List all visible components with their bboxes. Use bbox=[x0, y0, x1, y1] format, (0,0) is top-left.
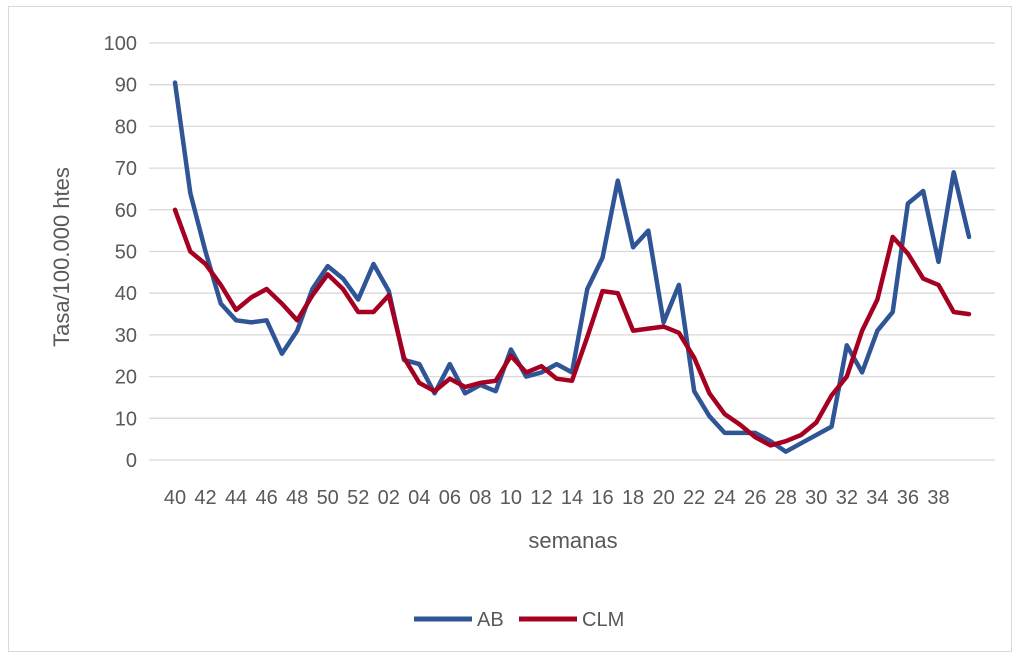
x-tick-label: 28 bbox=[775, 487, 797, 509]
x-tick-label: 32 bbox=[836, 487, 858, 509]
x-tick-label: 02 bbox=[378, 487, 400, 509]
legend: AB CLM bbox=[414, 609, 624, 631]
x-tick-label: 04 bbox=[408, 487, 430, 509]
x-tick-label: 50 bbox=[317, 487, 339, 509]
x-tick-label: 12 bbox=[530, 487, 552, 509]
series-lines bbox=[172, 80, 972, 454]
chart-frame: 0 10 20 30 40 50 60 70 80 90 100 40 42 44 46 48 50 52 02 0… bbox=[8, 6, 1012, 652]
x-tick-label: 16 bbox=[591, 487, 613, 509]
x-tick-label: 06 bbox=[439, 487, 461, 509]
x-tick-labels: 40 42 44 46 48 50 52 02 04 06 08 10 12 14 16 18 20 22 24 26… bbox=[164, 487, 950, 509]
y-axis-label: Tasa/100.000 htes bbox=[49, 167, 74, 347]
x-tick-label: 48 bbox=[286, 487, 308, 509]
y-tick-label: 100 bbox=[104, 33, 137, 55]
line-chart: 0 10 20 30 40 50 60 70 80 90 100 40 42 44 46 48 50 52 02 0… bbox=[49, 33, 995, 631]
x-tick-label: 14 bbox=[561, 487, 583, 509]
x-tick-label: 52 bbox=[347, 487, 369, 509]
x-tick-label: 40 bbox=[164, 487, 186, 509]
y-tick-label: 10 bbox=[115, 408, 137, 430]
y-tick-label: 40 bbox=[115, 283, 137, 305]
x-tick-label: 22 bbox=[683, 487, 705, 509]
x-tick-label: 24 bbox=[714, 487, 736, 509]
y-tick-label: 50 bbox=[115, 242, 137, 264]
x-tick-label: 20 bbox=[652, 487, 674, 509]
x-tick-label: 38 bbox=[927, 487, 949, 509]
series-line-ab bbox=[172, 80, 972, 454]
x-axis-label: semanas bbox=[528, 528, 617, 553]
y-tick-label: 70 bbox=[115, 158, 137, 180]
x-tick-label: 44 bbox=[225, 487, 247, 509]
x-tick-label: 36 bbox=[897, 487, 919, 509]
x-tick-label: 10 bbox=[500, 487, 522, 509]
y-tick-label: 0 bbox=[126, 450, 137, 472]
x-tick-label: 18 bbox=[622, 487, 644, 509]
x-tick-label: 08 bbox=[469, 487, 491, 509]
y-tick-label: 30 bbox=[115, 325, 137, 347]
x-tick-label: 30 bbox=[805, 487, 827, 509]
x-tick-label: 34 bbox=[866, 487, 888, 509]
y-tick-label: 90 bbox=[115, 75, 137, 97]
legend-label-clm: CLM bbox=[582, 609, 624, 631]
legend-label-ab: AB bbox=[477, 609, 504, 631]
y-tick-labels: 0 10 20 30 40 50 60 70 80 90 100 bbox=[104, 33, 137, 472]
y-tick-label: 60 bbox=[115, 200, 137, 222]
gridlines bbox=[149, 42, 995, 461]
series-line-clm bbox=[172, 207, 972, 448]
y-tick-label: 80 bbox=[115, 116, 137, 138]
x-tick-label: 26 bbox=[744, 487, 766, 509]
x-tick-label: 42 bbox=[194, 487, 216, 509]
y-tick-label: 20 bbox=[115, 367, 137, 389]
x-tick-label: 46 bbox=[255, 487, 277, 509]
